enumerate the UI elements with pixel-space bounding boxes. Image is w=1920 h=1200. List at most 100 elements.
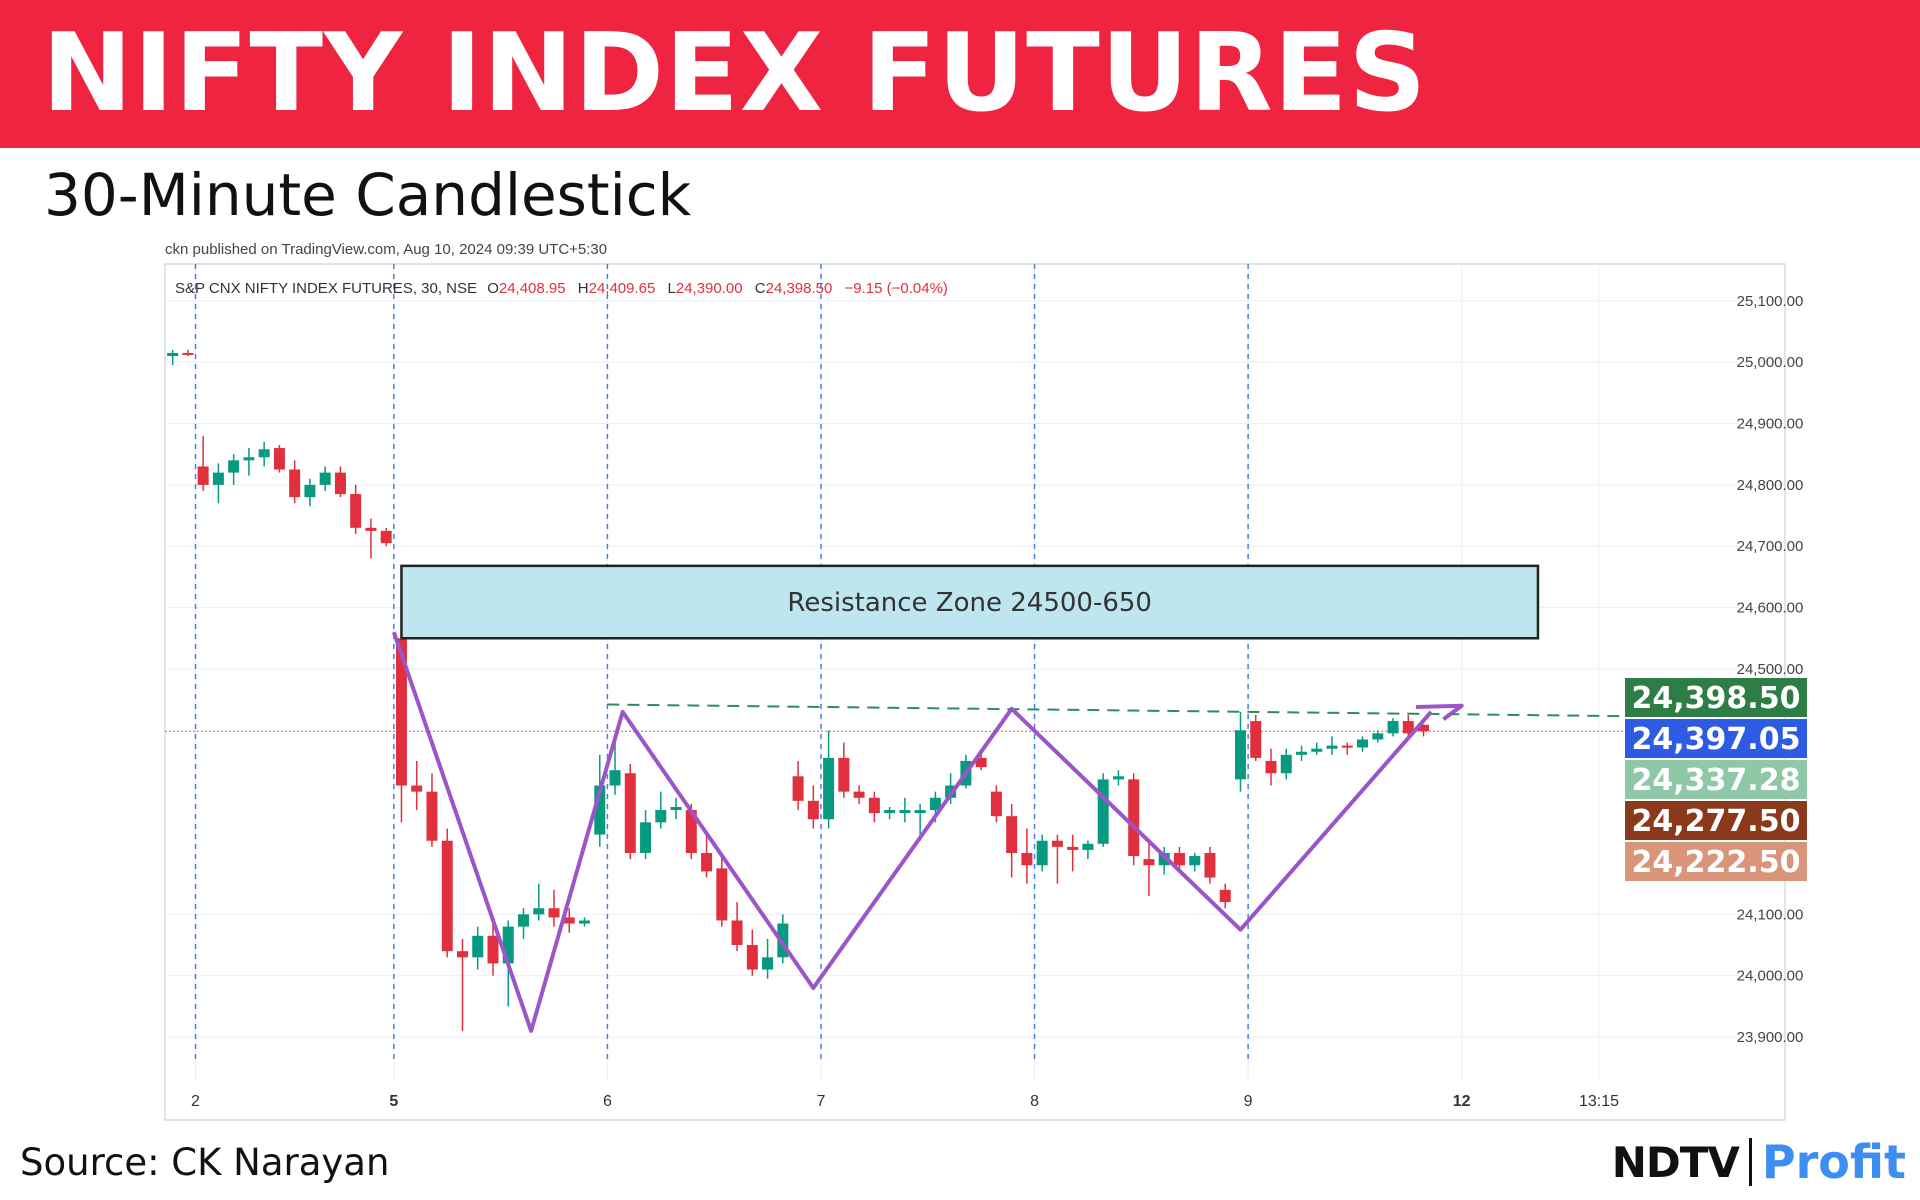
x-tick-label-2: 6 <box>603 1093 612 1110</box>
candle-body-45 <box>853 791 865 798</box>
candle-body-61 <box>1097 779 1109 844</box>
ohlc-legend: S&P CNX NIFTY INDEX FUTURES, 30, NSE O24… <box>175 280 948 297</box>
candle-75 <box>1311 742 1323 755</box>
candle-28 <box>594 754 606 847</box>
candle-1 <box>182 349 194 357</box>
h-label: H <box>578 280 589 297</box>
candle-25 <box>548 889 560 927</box>
candle-62 <box>1112 770 1124 786</box>
candle-9 <box>304 478 316 507</box>
candle-body-33 <box>670 806 682 811</box>
candle-body-35 <box>701 852 713 872</box>
title-banner: NIFTY INDEX FUTURES <box>0 0 1920 148</box>
candle-23 <box>518 908 529 939</box>
y-tick-label-9: 23,900.00 <box>1737 1029 1804 1046</box>
candle-26 <box>563 908 575 933</box>
candle-63 <box>1128 773 1140 866</box>
candle-body-48 <box>899 810 911 814</box>
candle-14 <box>380 527 392 547</box>
candle-body-82 <box>1418 724 1430 732</box>
candle-body-37 <box>731 920 743 946</box>
candle-57 <box>1036 834 1048 872</box>
logo-ndtv-text: NDTV <box>1611 1137 1740 1187</box>
candle-body-13 <box>365 527 377 531</box>
candle-body-26 <box>563 917 575 924</box>
candle-body-39 <box>762 957 774 970</box>
candle-body-75 <box>1311 748 1323 752</box>
candle-body-44 <box>838 757 850 792</box>
candle-77 <box>1341 742 1353 755</box>
candle-16 <box>411 760 423 811</box>
price-tag-3: 24,277.50 <box>1625 801 1807 840</box>
candle-body-49 <box>914 810 926 814</box>
candle-17 <box>426 773 438 847</box>
candle-body-46 <box>868 797 880 814</box>
candle-body-31 <box>640 822 652 853</box>
price-tag-label-0: 24,398.50 <box>1632 681 1801 716</box>
candle-79 <box>1372 730 1384 743</box>
change-value: −9.15 (−0.04%) <box>845 280 948 297</box>
o-label: O <box>487 280 499 297</box>
price-tag-label-1: 24,397.05 <box>1632 722 1801 757</box>
session-separators <box>194 264 1249 1060</box>
candle-body-65 <box>1158 852 1170 866</box>
candle-46 <box>868 791 880 823</box>
candle-body-38 <box>746 945 758 970</box>
candle-35 <box>701 834 713 878</box>
candle-body-1 <box>182 352 194 355</box>
candle-body-10 <box>319 472 331 485</box>
candle-body-74 <box>1296 751 1307 755</box>
published-note: ckn published on TradingView.com, Aug 10… <box>165 241 607 258</box>
candle-body-0 <box>167 352 179 357</box>
candle-72 <box>1265 748 1277 786</box>
source-note: Source: CK Narayan <box>20 1141 390 1184</box>
candle-body-12 <box>350 494 362 528</box>
candle-body-36 <box>716 868 728 921</box>
candle-24 <box>533 883 545 921</box>
candle-body-5 <box>243 457 255 461</box>
wave-pattern-line <box>391 631 1433 1033</box>
o-value: 24,408.95 <box>499 280 566 297</box>
price-tag-label-3: 24,277.50 <box>1632 804 1801 839</box>
chart-title: NIFTY INDEX FUTURES <box>42 11 1428 136</box>
candle-body-73 <box>1280 754 1292 774</box>
c-value: 24,398.50 <box>766 280 833 297</box>
candles <box>167 349 1430 1031</box>
candle-76 <box>1326 736 1338 755</box>
candle-body-8 <box>289 469 301 498</box>
candle-39 <box>762 938 774 979</box>
candle-60 <box>1082 840 1094 860</box>
logo-profit-text: Profit <box>1761 1135 1906 1189</box>
l-label: L <box>668 280 676 297</box>
candle-body-78 <box>1357 739 1369 748</box>
candle-67 <box>1189 852 1201 872</box>
candle-body-68 <box>1204 852 1216 878</box>
candle-74 <box>1296 745 1307 761</box>
candle-body-25 <box>548 908 560 918</box>
candle-body-72 <box>1265 760 1277 774</box>
candle-body-60 <box>1082 843 1094 850</box>
candle-20 <box>472 926 484 970</box>
candle-body-71 <box>1250 721 1262 758</box>
candle-82 <box>1418 724 1430 737</box>
candle-37 <box>731 902 743 952</box>
candle-body-77 <box>1341 745 1353 748</box>
c-label: C <box>755 280 766 297</box>
candle-body-28 <box>594 785 606 835</box>
candle-body-30 <box>624 773 636 853</box>
y-tick-label-8: 24,000.00 <box>1737 968 1804 985</box>
candle-11 <box>334 466 346 498</box>
price-tag-1: 24,397.05 <box>1625 719 1807 758</box>
candle-body-59 <box>1067 846 1079 850</box>
logo-divider <box>1748 1138 1752 1186</box>
candle-30 <box>624 764 636 860</box>
y-tick-label-7: 24,100.00 <box>1737 906 1804 923</box>
x-tick-label-5: 9 <box>1244 1093 1253 1110</box>
x-tick-label-1: 5 <box>389 1093 398 1110</box>
candle-80 <box>1387 718 1399 737</box>
x-tick-label-3: 7 <box>817 1093 826 1110</box>
candle-body-53 <box>975 757 987 768</box>
candle-body-29 <box>609 770 621 786</box>
candle-body-50 <box>929 797 941 811</box>
brand-logo: NDTV Profit <box>1612 1134 1906 1190</box>
